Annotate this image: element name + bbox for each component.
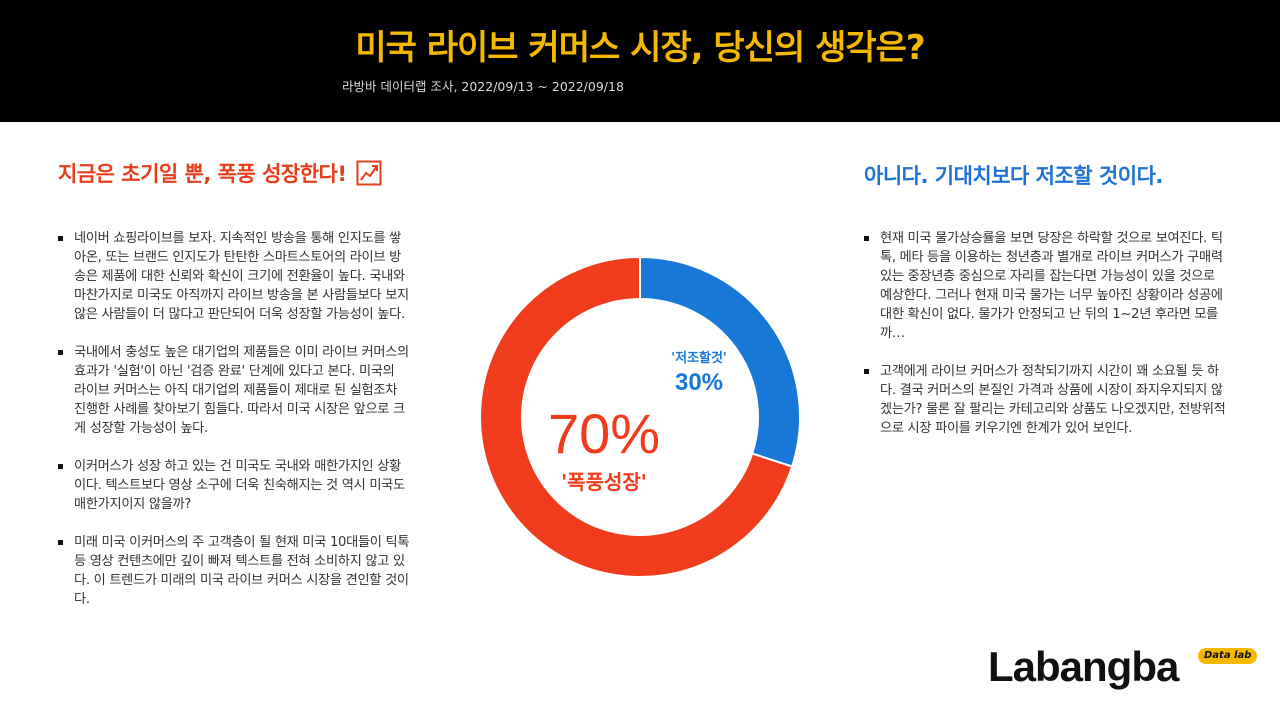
- list-item: 고객에게 라이브 커머스가 정착되기까지 시간이 꽤 소요될 듯 하다. 결국 …: [864, 362, 1228, 438]
- category-label-growth: '폭풍성장': [561, 470, 647, 494]
- brand-tag: Data lab: [1198, 648, 1258, 664]
- left-bullet-list: 네이버 쇼핑라이브를 보자. 지속적인 방송을 통해 인지도를 쌓아온, 또는 …: [58, 229, 410, 628]
- right-bullet-list: 현재 미국 물가상승률을 보면 당장은 하락할 것으로 보여진다. 틱톡, 메타…: [864, 229, 1228, 457]
- value-label-slow: 30%: [675, 369, 723, 396]
- list-item: 이커머스가 성장 하고 있는 건 미국도 국내와 매한가지인 상황이다. 텍스트…: [58, 457, 410, 514]
- donut-slice-growth: [480, 257, 794, 577]
- donut-chart: 70% '폭풍성장' '저조할것' 30%: [480, 257, 800, 577]
- right-heading: 아니다. 기대치보다 저조할 것이다.: [864, 164, 1163, 188]
- donut-slice-slow: [639, 257, 800, 468]
- page-subtitle: 라방바 데이터랩 조사, 2022/09/13 ~ 2022/09/18: [342, 79, 624, 94]
- brand-logo: Labangba: [988, 643, 1179, 690]
- left-heading-text: 지금은 초기일 뿐, 폭풍 성장한다!: [58, 162, 347, 186]
- trend-chart-icon: [356, 160, 382, 186]
- list-item: 현재 미국 물가상승률을 보면 당장은 하락할 것으로 보여진다. 틱톡, 메타…: [864, 229, 1228, 343]
- value-label-growth: 70%: [548, 402, 660, 465]
- list-item: 네이버 쇼핑라이브를 보자. 지속적인 방송을 통해 인지도를 쌓아온, 또는 …: [58, 229, 410, 324]
- left-heading: 지금은 초기일 뿐, 폭풍 성장한다!: [58, 158, 382, 188]
- category-label-slow: '저조할것': [671, 350, 727, 366]
- page-title: 미국 라이브 커머스 시장, 당신의 생각은?: [355, 28, 925, 68]
- list-item: 미래 미국 이커머스의 주 고객층이 될 현재 미국 10대들이 틱톡 등 영상…: [58, 533, 410, 609]
- list-item: 국내에서 충성도 높은 대기업의 제품들은 이미 라이브 커머스의 효과가 '실…: [58, 343, 410, 438]
- header-bar: 미국 라이브 커머스 시장, 당신의 생각은? 라방바 데이터랩 조사, 202…: [0, 0, 1280, 122]
